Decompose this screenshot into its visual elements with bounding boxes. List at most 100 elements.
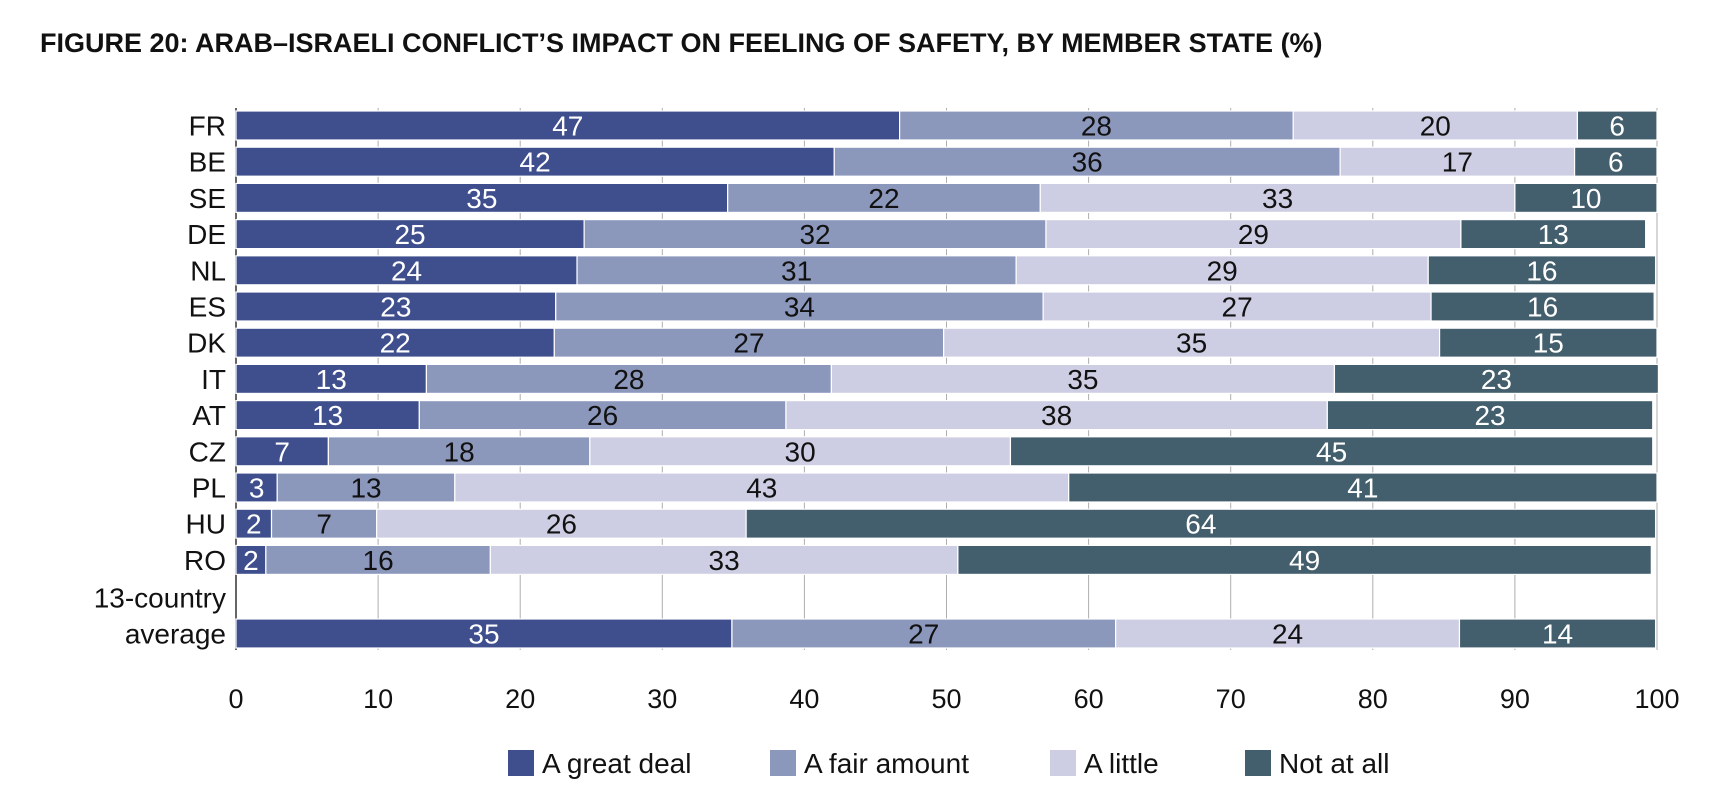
data-label: 16 (363, 545, 394, 576)
data-label: 28 (1081, 111, 1112, 142)
data-label: 30 (785, 436, 816, 467)
legend-label: A little (1084, 748, 1159, 779)
category-label: BE (189, 147, 226, 178)
bar-segment (576, 255, 1017, 286)
bar-segment (235, 544, 267, 576)
category-label: HU (186, 509, 226, 540)
data-label: 17 (1442, 147, 1473, 178)
data-label: 23 (1474, 400, 1505, 431)
bar-segment (265, 544, 491, 576)
bar-segment (1430, 291, 1655, 322)
chart-title: FIGURE 20: ARAB–ISRAELI CONFLICT’S IMPAC… (40, 28, 1323, 58)
x-tick-label: 10 (363, 684, 393, 714)
bar-segment (731, 618, 1117, 649)
data-label: 2 (243, 545, 259, 576)
bar-segment (1438, 327, 1658, 358)
data-label: 25 (394, 219, 425, 250)
data-label: 42 (520, 147, 551, 178)
data-label: 64 (1185, 509, 1216, 540)
category-label: AT (192, 400, 226, 431)
bar-segment (235, 363, 428, 394)
bar-segment (727, 182, 1041, 213)
bar-segment (418, 400, 787, 431)
bar-segment (235, 327, 555, 358)
x-tick-label: 90 (1500, 684, 1530, 714)
data-label: 35 (1176, 328, 1207, 359)
legend-swatch (1050, 750, 1076, 776)
data-label: 38 (1041, 400, 1072, 431)
legend-swatch (508, 750, 534, 776)
data-label: 27 (908, 619, 939, 650)
x-tick-label: 70 (1216, 684, 1246, 714)
bar-segment (1333, 363, 1660, 394)
data-label: 43 (746, 473, 777, 504)
data-label: 36 (1072, 147, 1103, 178)
x-tick-label: 80 (1358, 684, 1388, 714)
bar-segment (235, 618, 733, 649)
data-label: 32 (799, 219, 830, 250)
bars (235, 110, 1660, 649)
data-label: 27 (1222, 292, 1253, 323)
data-label: 35 (466, 183, 497, 214)
x-tick-label: 60 (1074, 684, 1104, 714)
legend-swatch (1245, 750, 1271, 776)
category-label: NL (190, 255, 226, 286)
bar-segment (1045, 219, 1462, 250)
data-label: 28 (613, 364, 644, 395)
data-label: 7 (316, 509, 332, 540)
x-tick-label: 50 (931, 684, 961, 714)
bar-segment (1326, 400, 1654, 431)
bar-segment (235, 219, 585, 250)
data-label: 45 (1316, 436, 1347, 467)
data-label: 16 (1526, 255, 1557, 286)
data-label: 35 (468, 619, 499, 650)
bar-segment (1514, 182, 1658, 213)
bar-segment (957, 544, 1652, 576)
data-label: 13 (316, 364, 347, 395)
data-label: 2 (246, 509, 262, 540)
data-label: 26 (546, 509, 577, 540)
bar-segment (235, 400, 420, 431)
x-tick-label: 30 (647, 684, 677, 714)
data-label: 13 (350, 473, 381, 504)
data-label: 6 (1608, 147, 1624, 178)
data-label: 14 (1542, 619, 1573, 650)
data-label: 33 (709, 545, 740, 576)
category-label: PL (192, 473, 226, 504)
data-label: 41 (1347, 473, 1378, 504)
data-label: 33 (1262, 183, 1293, 214)
category-label: 13-country (94, 583, 226, 614)
data-label: 22 (380, 328, 411, 359)
category-label: SE (189, 183, 226, 214)
x-axis-ticks: 0 10 20 30 40 50 60 70 80 90 100 (228, 684, 1679, 714)
category-label: average (125, 619, 226, 650)
bar-segment (1576, 110, 1658, 141)
category-labels: FR BE SE DE NL ES DK IT AT CZ PL HU RO 13-country aver… (94, 111, 227, 650)
data-label: 29 (1207, 255, 1238, 286)
bar-segment (1573, 146, 1658, 177)
data-label: 27 (733, 328, 764, 359)
data-label: 23 (380, 292, 411, 323)
category-label: FR (189, 111, 226, 142)
bar-segment (833, 146, 1341, 177)
legend-label: A fair amount (804, 748, 969, 779)
x-tick-label: 20 (505, 684, 535, 714)
data-label: 3 (249, 473, 265, 504)
data-label: 49 (1289, 545, 1320, 576)
bar-segment (1292, 110, 1579, 141)
data-label: 35 (1067, 364, 1098, 395)
legend-swatch (770, 750, 796, 776)
data-label: 47 (552, 111, 583, 142)
bar-segment (235, 255, 578, 286)
data-label: 7 (274, 436, 290, 467)
bar-segment (1039, 182, 1516, 213)
category-label: IT (201, 364, 226, 395)
data-label: 31 (781, 255, 812, 286)
x-tick-label: 100 (1634, 684, 1679, 714)
category-label: RO (184, 545, 226, 576)
x-tick-label: 0 (228, 684, 243, 714)
category-label: ES (189, 292, 226, 323)
bar-segment (1339, 146, 1576, 177)
